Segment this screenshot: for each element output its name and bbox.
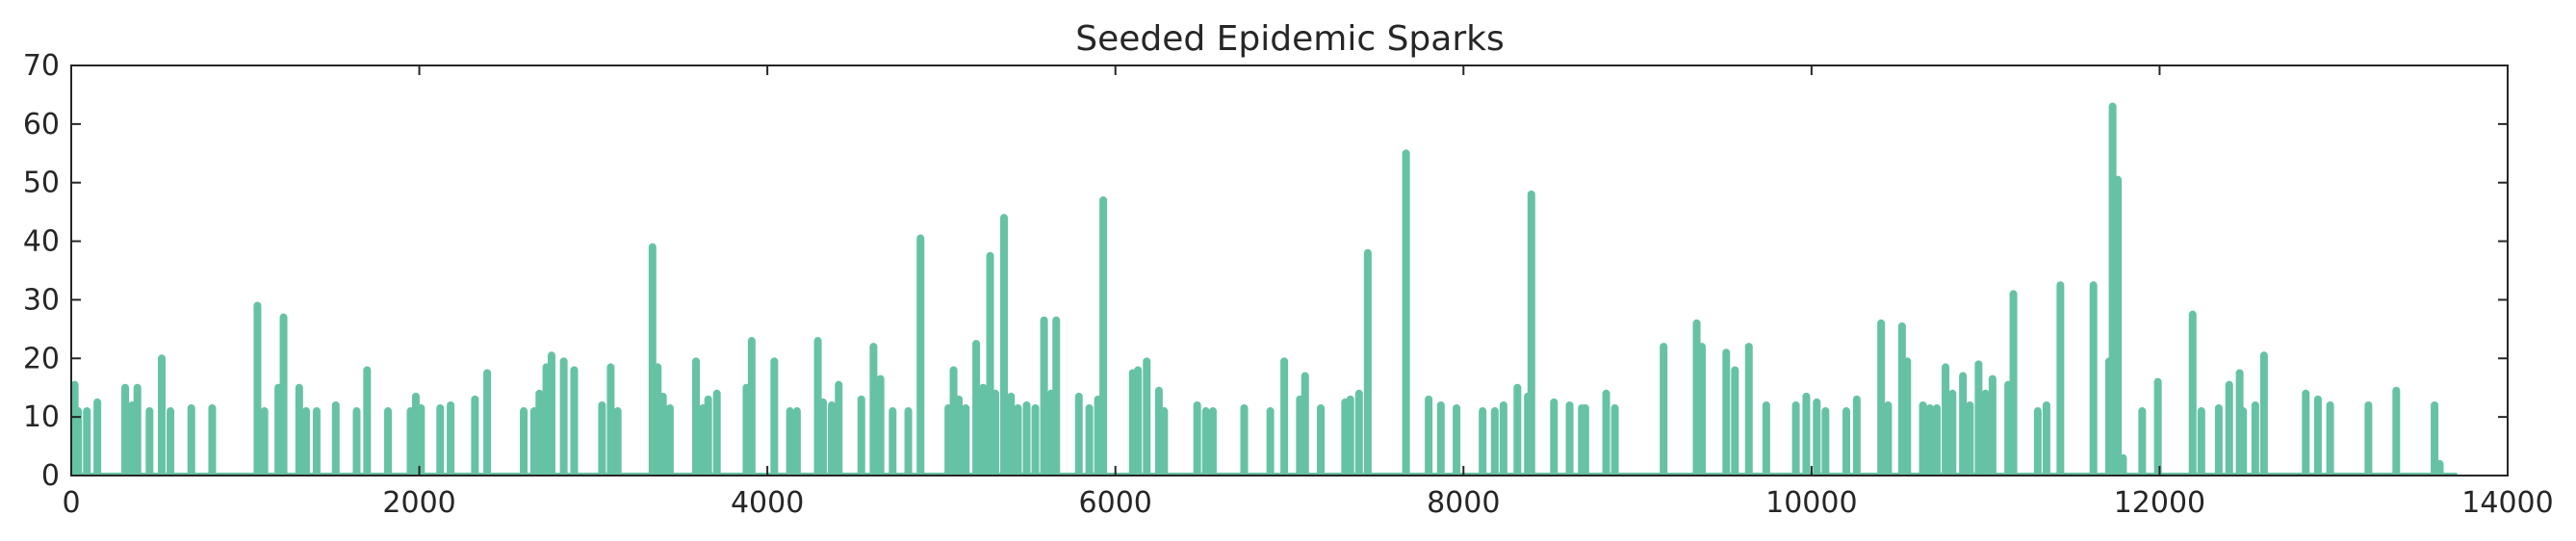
y-tick-label: 60 <box>23 108 60 142</box>
x-tick-label: 4000 <box>731 486 804 520</box>
series-sparks <box>71 102 2458 476</box>
y-tick-label: 0 <box>41 459 60 493</box>
x-tick-label: 2000 <box>382 486 455 520</box>
x-tick-label: 14000 <box>2461 486 2553 520</box>
x-tick-label: 8000 <box>1427 486 1500 520</box>
y-tick-label: 10 <box>23 400 60 434</box>
y-tick-label: 30 <box>23 283 60 317</box>
chart-title: Seeded Epidemic Sparks <box>1075 19 1505 59</box>
x-tick-label: 12000 <box>2114 486 2205 520</box>
y-tick-label: 70 <box>23 49 60 83</box>
y-tick-label: 20 <box>23 342 60 375</box>
y-axis: 0 10 20 30 40 50 60 70 <box>23 49 2508 493</box>
x-tick-label: 0 <box>62 486 80 520</box>
plot-frame <box>70 64 2509 477</box>
y-tick-label: 50 <box>23 167 60 200</box>
x-tick-label: 6000 <box>1079 486 1152 520</box>
x-axis: 0 2000 4000 6000 8000 10000 12000 14000 <box>62 65 2554 520</box>
series-layer <box>71 102 2458 476</box>
x-tick-label: 10000 <box>1765 486 1857 520</box>
y-tick-label: 40 <box>23 225 60 259</box>
